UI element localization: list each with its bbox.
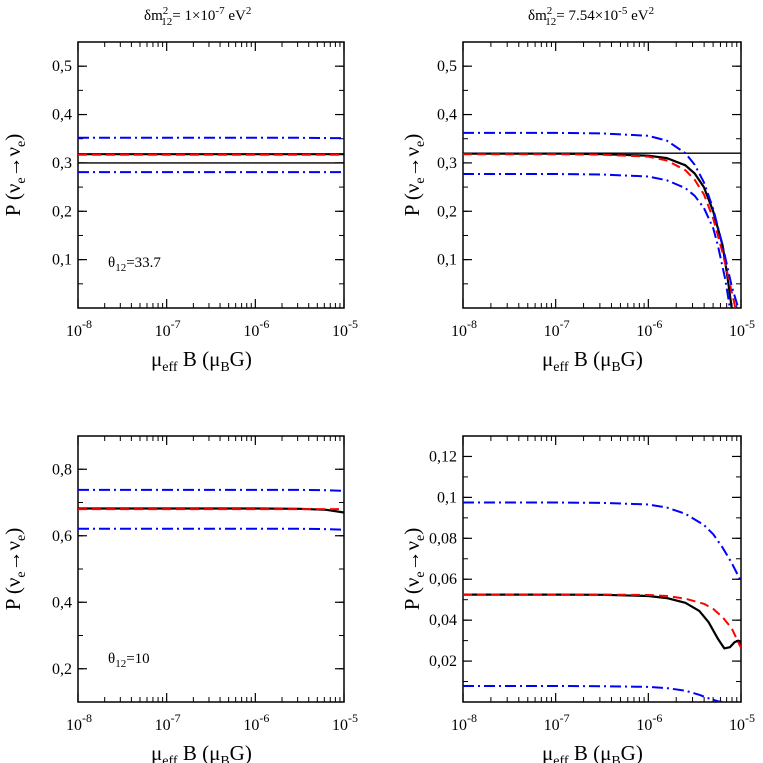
y-tick-label: 0,1 [52, 252, 72, 269]
y-axis-label: P (νe→νe) [1, 528, 29, 611]
y-tick-label: 0,04 [429, 612, 457, 629]
y-tick-label: 0,6 [52, 528, 72, 545]
title-left: δm2 12= 1×10-7 eV2 [144, 5, 251, 28]
y-tick-label: 0,3 [437, 155, 457, 172]
y-tick-label: 0,02 [429, 653, 457, 670]
x-tick-label: 10-7 [155, 317, 181, 340]
series-red-dashed [463, 593, 741, 649]
series-blue-dash-dot-upper [78, 488, 344, 492]
series-blue-dash-dot-lower [463, 173, 731, 308]
x-tick-label: 10-5 [729, 317, 755, 340]
series-blue-dash-dot-upper [463, 131, 740, 308]
panel-top-left: 10-8 10-7 10-6 10-5 0,1 0,2 0,3 0,4 0,5 θ12=33.7 μ… [1, 41, 358, 375]
series-blue-dash-dot-lower [463, 685, 723, 702]
y-tick-label: 0,2 [52, 661, 72, 678]
x-tick-label: 10-6 [243, 711, 269, 734]
x-tick-label: 10-7 [544, 317, 570, 340]
x-axis-label: μeff B (μBG) [542, 741, 643, 763]
y-tick-label: 0,1 [437, 489, 457, 506]
y-tick-label: 0,12 [429, 448, 457, 465]
x-tick-label: 10-5 [729, 711, 755, 734]
plot-frame [462, 435, 742, 703]
y-tick-label: 0,4 [52, 107, 72, 124]
y-tick-label: 0,2 [437, 203, 457, 220]
y-tick-label: 0,4 [437, 107, 457, 124]
x-tick-label: 10-8 [66, 317, 92, 340]
x-tick-label: 10-6 [636, 711, 662, 734]
x-tick-label: 10-8 [451, 711, 477, 734]
y-tick-label: 0,5 [437, 58, 457, 75]
x-tick-label: 10-6 [243, 317, 269, 340]
y-tick-label: 0,1 [437, 252, 457, 269]
y-tick-label: 0,06 [429, 571, 457, 588]
panel-bottom-right: 10-8 10-7 10-6 10-5 0,02 0,04 0,06 0,08 0,1 0,12 μ… [400, 435, 755, 763]
series-black-solid [463, 593, 741, 650]
series-blue-dash-dot-lower [78, 527, 344, 531]
series-blue-dash-dot-upper [463, 501, 741, 582]
panel-top-right: 10-8 10-7 10-6 10-5 0,1 0,2 0,3 0,4 0,5 μeff B (μ… [400, 41, 755, 375]
x-tick-label: 10-7 [544, 711, 570, 734]
x-tick-label: 10-6 [636, 317, 662, 340]
series-black-solid [463, 152, 733, 308]
x-tick-label: 10-8 [451, 317, 477, 340]
y-axis-label: P (νe→νe) [400, 528, 428, 611]
x-axis-label: μeff B (μBG) [151, 347, 252, 375]
x-axis-label: μeff B (μBG) [542, 347, 643, 375]
y-tick-label: 0,4 [52, 594, 72, 611]
panel-bottom-left: 10-8 10-7 10-6 10-5 0,2 0,4 0,6 0,8 θ12=10 μeff B… [1, 435, 358, 763]
x-tick-label: 10-7 [155, 711, 181, 734]
x-axis-label: μeff B (μBG) [151, 741, 252, 763]
y-tick-label: 0,08 [429, 530, 457, 547]
theta-annotation: θ12=33.7 [108, 255, 161, 274]
plot-frame [77, 41, 345, 309]
x-tick-label: 10-5 [332, 317, 358, 340]
y-tick-label: 0,5 [52, 58, 72, 75]
theta-annotation: θ12=10 [108, 651, 150, 670]
series-red-dashed [463, 153, 737, 308]
x-tick-label: 10-8 [66, 711, 92, 734]
y-tick-label: 0,3 [52, 155, 72, 172]
y-tick-label: 0,2 [52, 203, 72, 220]
y-tick-label: 0,8 [52, 461, 72, 478]
y-axis-label: P (νe→νe) [400, 134, 428, 217]
x-tick-label: 10-5 [332, 711, 358, 734]
title-right: δm2 12= 7.54×10-5 eV2 [528, 5, 654, 28]
y-axis-label: P (νe→νe) [1, 134, 29, 217]
